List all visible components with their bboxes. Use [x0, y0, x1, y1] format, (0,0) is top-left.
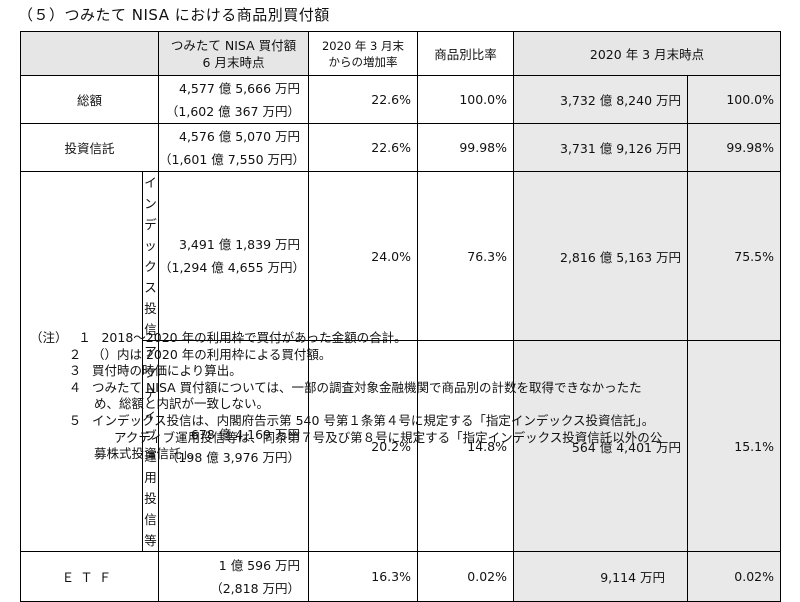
note-number: ３ [68, 363, 82, 379]
notes: （注） １ 2018～2020 年の利用枠で買付があった金額の合計。 ２ （）内… [30, 330, 662, 463]
row-label-line: アクティブ [144, 344, 157, 443]
note-4-continued: め、総額と内訳が一致しない。 [94, 396, 270, 412]
nisa-amount-2020: （1,602 億 367 万円） [165, 103, 300, 119]
note-text: （）内は 2020 年の利用枠による買付額。 [91, 346, 332, 362]
header-march-2020: 2020 年 3 月末時点 [513, 31, 781, 76]
note-number: ４ [68, 379, 82, 395]
nisa-amount-2020: （198 億 3,976 万円） [165, 450, 300, 465]
march-amount: 3,732 億 8,240 万円 [513, 75, 688, 124]
nisa-amount: 4,576 億 5,070 万円 [179, 128, 300, 144]
table-header-row: つみたて NISA 買付額 6 月末時点 2020 年 3 月末 からの増加率 … [20, 31, 781, 76]
row-label: ＥＴＦ [20, 551, 159, 602]
march-ratio: 0.02% [687, 551, 781, 602]
note-number: １ [78, 330, 91, 345]
note-5-continued: 募株式投資信託」。 [94, 446, 201, 462]
note-text: 2018～2020 年の利用枠で買付があった金額の合計。 [101, 330, 407, 345]
note-1: （注） １ 2018～2020 年の利用枠で買付があった金額の合計。 [30, 330, 662, 347]
product-ratio: 100.0% [417, 75, 514, 124]
increase-rate: 22.6% [308, 123, 418, 172]
row-label-line: インデックス [144, 175, 157, 295]
note-3: ３ 買付時の時価により算出。 [30, 363, 662, 380]
note-text: 買付時の時価により算出。 [91, 363, 242, 379]
table-row: ＥＴＦ 1 億 596 万円 （2,818 万円） 16.3% 0.02% 9,… [20, 551, 781, 602]
nisa-amount-2020: （2,818 万円） [210, 580, 300, 596]
increase-rate: 24.0% [308, 171, 418, 341]
march-ratio: 99.98% [687, 123, 781, 172]
page-title: （５）つみたて NISA における商品別買付額 [18, 6, 330, 24]
nisa-amount-cell: 4,576 億 5,070 万円 （1,601 億 7,550 万円） [158, 123, 309, 172]
header-increase-rate: 2020 年 3 月末 からの増加率 [308, 31, 418, 76]
header-product-ratio: 商品別比率 [417, 31, 514, 76]
march-amount: 3,731 億 9,126 万円 [513, 123, 688, 172]
note-number: ２ [68, 346, 82, 362]
note-5-extra: アクティブ運用投信等は、同条第７号及び第８号に規定する「指定インデックス投資信託… [114, 429, 663, 445]
product-ratio: 76.3% [417, 171, 514, 341]
header-blank-cell [20, 31, 159, 76]
note-number: ５ [68, 412, 82, 428]
nisa-amount-2020: （1,294 億 4,655 万円） [159, 260, 305, 275]
table-row: 総額 4,577 億 5,666 万円 （1,602 億 367 万円） 22.… [20, 75, 781, 124]
note-5: ５ インデックス投信は、内閣府告示第 540 号第１条第４号に規定する「指定イン… [30, 413, 662, 430]
header-rate-line1: 2020 年 3 月末 [321, 38, 405, 53]
notes-prefix: （注） [30, 330, 68, 345]
march-amount: 2,816 億 5,163 万円 [513, 171, 688, 341]
increase-rate: 16.3% [308, 551, 418, 602]
nisa-amount-cell: 3,491 億 1,839 万円 （1,294 億 4,655 万円） [158, 171, 309, 341]
nisa-amount-2020: （1,601 億 7,550 万円） [159, 151, 305, 167]
purchase-table: つみたて NISA 買付額 6 月末時点 2020 年 3 月末 からの増加率 … [20, 31, 781, 602]
row-label: 投資信託 [20, 123, 159, 172]
product-ratio: 99.98% [417, 123, 514, 172]
march-amount: 9,114 万円 [513, 551, 688, 602]
march-ratio: 15.1% [687, 340, 781, 552]
nisa-amount-cell: 1 億 596 万円 （2,818 万円） [158, 551, 309, 602]
note-2: ２ （）内は 2020 年の利用枠による買付額。 [30, 347, 662, 364]
table-row: 投資信託 4,576 億 5,070 万円 （1,601 億 7,550 万円）… [20, 123, 781, 172]
row-label: インデックス 投信 [142, 171, 159, 341]
row-label: 総額 [20, 75, 159, 124]
header-nisa-line2: 6 月末時点 [202, 54, 265, 70]
note-4: ４ つみたて NISA 買付額については、一部の調査対象金融機関で商品別の計数を… [30, 380, 662, 397]
nisa-amount: 678 億 4,169 万円 [190, 427, 300, 442]
nisa-amount: 4,577 億 5,666 万円 [179, 80, 300, 96]
increase-rate: 22.6% [308, 75, 418, 124]
note-text: つみたて NISA 買付額については、一部の調査対象金融機関で商品別の計数を取得… [91, 379, 642, 395]
march-ratio: 75.5% [687, 171, 781, 341]
header-nisa-amount: つみたて NISA 買付額 6 月末時点 [158, 31, 309, 76]
table-row: インデックス投信 3,491 億 1,839 万円 （1,294 億 4,655… [20, 171, 781, 552]
header-nisa-line1: つみたて NISA 買付額 [170, 37, 297, 53]
nisa-amount: 3,491 億 1,839 万円 [179, 237, 300, 252]
product-ratio: 0.02% [417, 551, 514, 602]
header-rate-line2: からの増加率 [328, 54, 398, 69]
note-text: インデックス投信は、内閣府告示第 540 号第１条第４号に規定する「指定インデッ… [91, 412, 655, 428]
march-ratio: 100.0% [687, 75, 781, 124]
row-label-line: 投信 [144, 301, 157, 337]
nisa-amount-cell: 4,577 億 5,666 万円 （1,602 億 367 万円） [158, 75, 309, 124]
nisa-amount: 1 億 596 万円 [218, 557, 300, 573]
